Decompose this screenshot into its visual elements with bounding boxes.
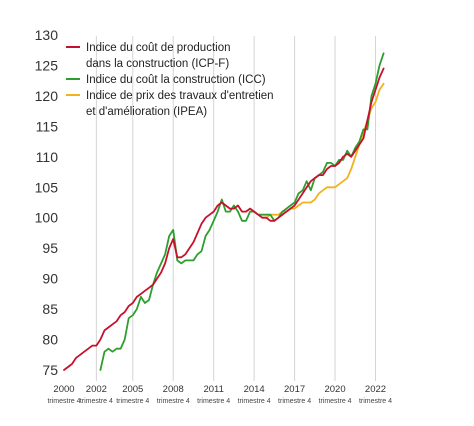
legend-label-1: Indice du coût la construction (ICC) [86,74,266,86]
y-tick-label: 110 [36,149,59,165]
y-tick-label: 75 [42,362,58,378]
x-tick-label: 2005 [122,384,143,395]
x-tick-sublabel: trimestre 4 [80,398,113,405]
x-axis-ticks: 2000 trimestre 4 2002 trimestre 4 2005 trimes… [47,384,392,405]
x-tick-sublabel: trimestre 4 [197,398,230,405]
x-tick-label: 2014 [244,384,265,395]
legend-label-0: Indice du coût de production dans la cons… [86,42,231,70]
x-tick-sublabel: trimestre 4 [319,398,352,405]
y-tick-label: 120 [35,88,59,104]
x-tick-sublabel: trimestre 4 [116,398,149,405]
y-tick-label: 130 [35,27,59,43]
y-tick-label: 85 [42,301,58,317]
legend: Indice du coût de production dans la cons… [66,42,274,118]
y-tick-label: 90 [42,271,58,287]
x-tick-label: 2000 [53,384,74,395]
y-axis-ticks: 75 80 85 90 95 100 105 110 115 120 125 130 [35,27,59,378]
x-tick-label: 2017 [284,384,305,395]
y-tick-label: 115 [36,118,59,134]
x-tick-label: 2008 [163,384,184,395]
x-tick-sublabel: trimestre 4 [47,398,80,405]
y-tick-label: 80 [42,332,58,348]
x-tick-sublabel: trimestre 4 [238,398,271,405]
legend-label-2: Indice de prix des travaux d'entretien et… [86,90,274,118]
y-tick-label: 95 [42,240,58,256]
y-tick-label: 100 [35,210,59,226]
x-tick-sublabel: trimestre 4 [278,398,311,405]
x-tick-label: 2011 [203,384,223,395]
x-tick-label: 2002 [86,384,107,395]
y-tick-label: 105 [35,179,59,195]
y-tick-label: 125 [35,57,59,73]
series-line-0 [63,67,385,371]
x-tick-label: 2022 [365,384,386,395]
x-tick-sublabel: trimestre 4 [157,398,190,405]
x-tick-sublabel: trimestre 4 [359,398,392,405]
series-line-2 [261,82,385,219]
x-tick-label: 2020 [324,384,345,395]
series [63,52,385,371]
